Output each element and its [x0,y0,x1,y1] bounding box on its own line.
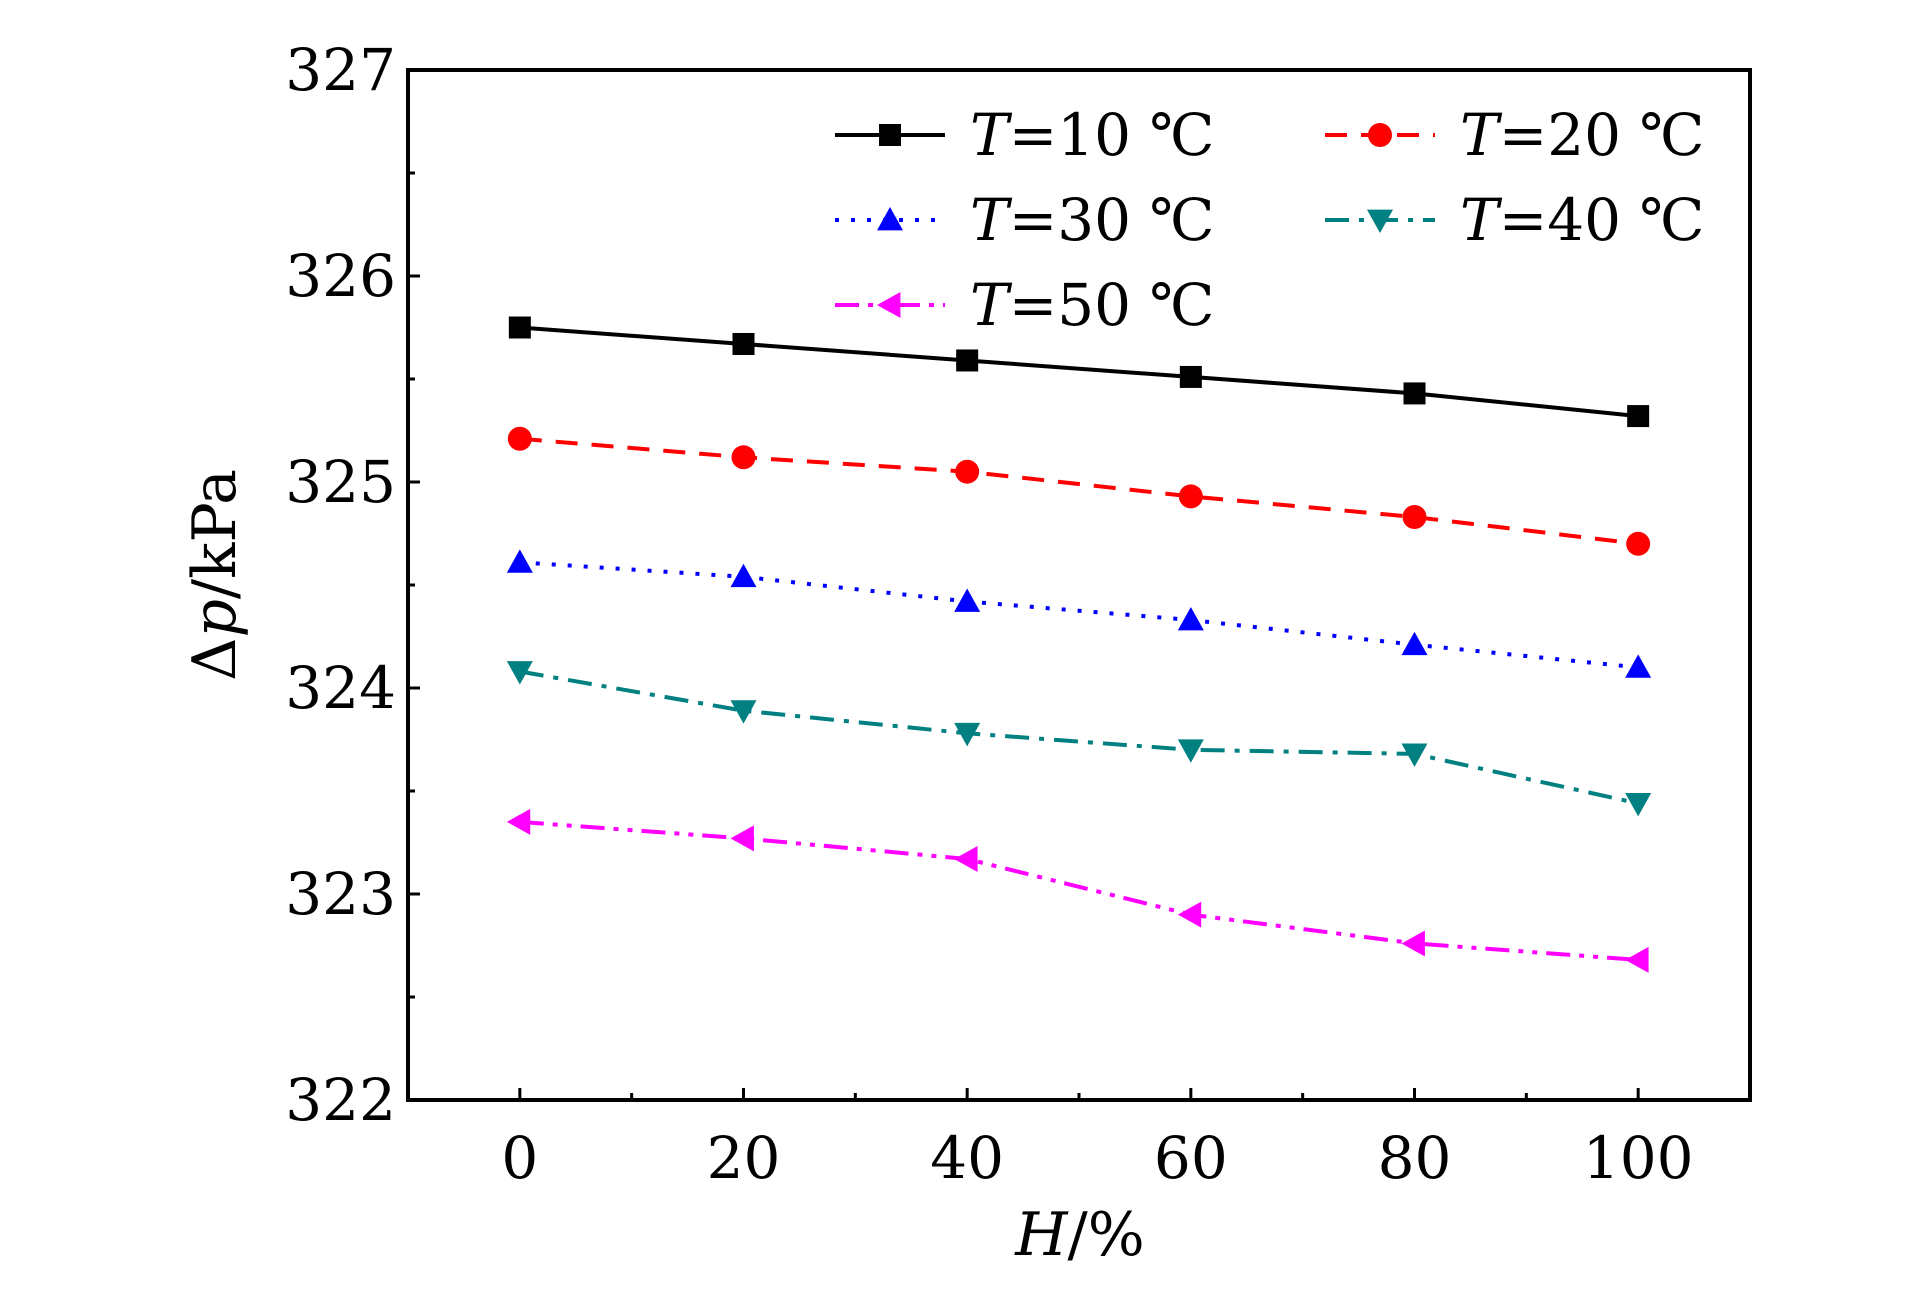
data-point [506,549,533,573]
series-4 [506,661,1652,817]
data-point [954,845,978,872]
y-tick-label: 324 [285,654,396,722]
series-line [519,436,1639,546]
legend-item-4: T=40 ℃ [1325,186,1704,254]
x-axis-title-unit: /% [1068,1200,1145,1270]
legend-marker [1368,123,1392,147]
data-point [506,661,533,685]
data-point [1625,792,1652,817]
x-tick-label: 60 [1154,1124,1228,1192]
y-tick-label: 327 [285,36,396,104]
series-2 [507,426,1651,556]
legend-label-var: T [970,271,1013,339]
data-point [1401,930,1425,957]
y-tick-label: 322 [285,1066,396,1134]
x-axis-title: H/% [1014,1200,1145,1270]
data-point [1178,484,1203,509]
data-point [732,332,755,355]
legend-label-rest: =30 ℃ [1009,186,1215,254]
data-point [730,825,754,852]
x-tick-label: 20 [707,1124,781,1192]
series-line [519,669,1639,806]
data-point [1401,631,1428,656]
legend-label-rest: =20 ℃ [1499,101,1705,169]
legend-label: T=50 ℃ [970,271,1214,339]
y-axis-title-prefix: Δ [180,638,250,681]
series-5 [506,808,1649,973]
series-group [506,316,1652,973]
x-axis-title-var: H [1014,1200,1069,1270]
legend: T=10 ℃ T=20 ℃T=30 ℃ T=40 ℃T=50 ℃ [835,101,1704,339]
series-line [519,560,1639,670]
data-point [730,700,757,724]
legend-label: T=30 ℃ [970,186,1214,254]
legend-marker [877,207,903,231]
data-point [730,563,757,588]
legend-label-var: T [1460,101,1503,169]
legend-marker [1367,209,1393,233]
axes: 0 20 40 60 80 100 322 323 324 325 326 327 [285,36,1752,1192]
legend-item-1: T=10 ℃ [835,101,1214,169]
legend-item-5: T=50 ℃ [835,271,1214,339]
legend-label-rest: =10 ℃ [1009,101,1215,169]
data-point [1625,946,1649,973]
series-3 [506,549,1652,678]
data-point [508,316,531,339]
y-axis-title: Δp/kPa [180,469,250,681]
y-tick-label: 323 [285,860,396,928]
data-point [1179,365,1202,388]
data-point [1403,382,1426,405]
legend-marker [879,124,901,146]
x-tick-label: 100 [1583,1124,1694,1192]
data-point [507,426,532,451]
legend-label-var: T [1460,186,1503,254]
data-point [1627,405,1650,428]
x-tick-label: 0 [501,1124,538,1192]
legend-item-2: T=20 ℃ [1325,101,1704,169]
legend-label: T=40 ℃ [1460,186,1704,254]
data-point [1177,607,1204,631]
y-tick-label: 326 [285,242,396,310]
data-point [1177,739,1204,763]
x-tick-label: 80 [1378,1124,1452,1192]
data-point [1401,743,1428,767]
data-point [1625,654,1652,678]
data-point [506,808,531,835]
data-point [1402,505,1427,530]
data-point [955,459,980,484]
data-point [954,722,981,747]
y-axis-title-unit: /kPa [180,469,250,599]
series-line [519,325,1639,419]
series-1 [508,316,1650,428]
legend-label-var: T [970,186,1013,254]
x-tick-label: 40 [930,1124,1004,1192]
data-point [731,445,756,470]
data-point [1177,901,1202,928]
y-axis-title-var: p [180,599,250,637]
legend-label-rest: =40 ℃ [1499,186,1705,254]
legend-label-var: T [970,101,1013,169]
series-line [519,819,1639,962]
legend-label-rest: =50 ℃ [1009,271,1215,339]
legend-label: T=10 ℃ [970,101,1214,169]
y-tick-label: 325 [285,448,396,516]
data-point [956,349,979,372]
legend-marker [877,292,901,318]
data-point [1626,531,1651,556]
legend-label: T=20 ℃ [1460,101,1704,169]
legend-item-3: T=30 ℃ [835,186,1214,254]
data-point [954,588,981,612]
